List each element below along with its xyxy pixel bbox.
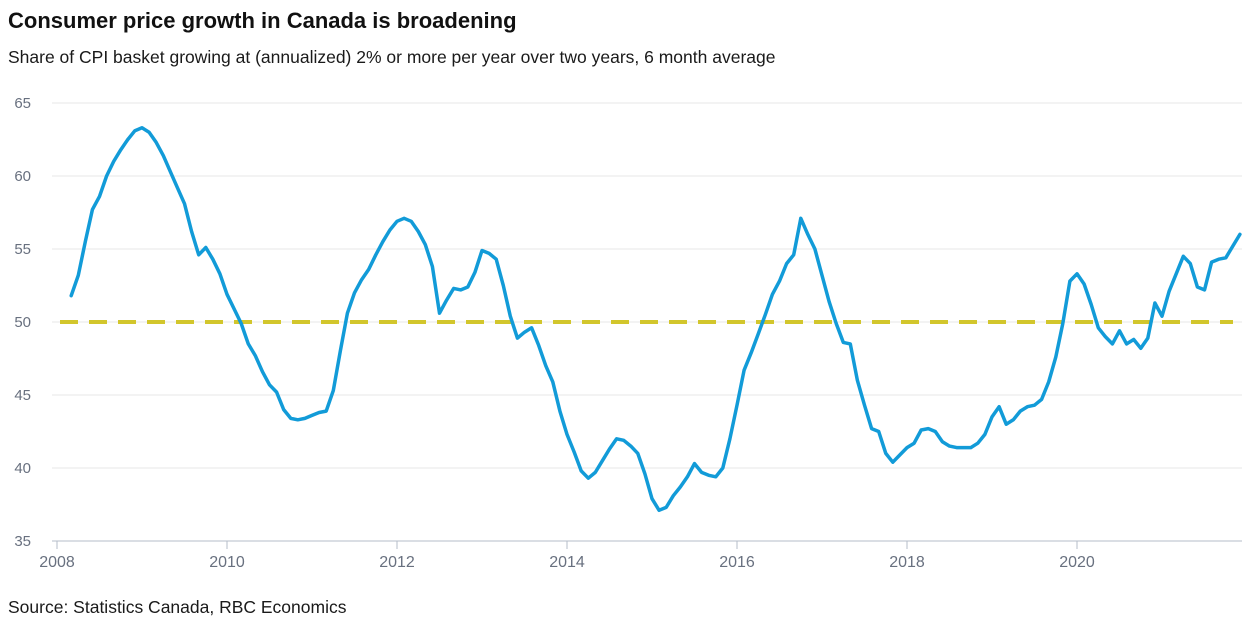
x-tick-label: 2008 <box>39 554 75 571</box>
y-tick-label: 55 <box>14 241 31 258</box>
cpi-share-line <box>69 126 1242 513</box>
y-tick-label: 65 <box>14 95 31 112</box>
x-tick-label: 2012 <box>379 554 415 571</box>
y-tick-label: 45 <box>14 387 31 404</box>
x-tick-label: 2010 <box>209 554 245 571</box>
x-tick-label: 2020 <box>1059 554 1095 571</box>
y-tick-label: 60 <box>14 168 31 185</box>
y-tick-label: 35 <box>14 533 31 550</box>
y-tick-label: 40 <box>14 460 31 477</box>
x-tick-label: 2016 <box>719 554 755 571</box>
y-tick-label: 50 <box>14 314 31 331</box>
x-tick-label: 2014 <box>549 554 585 571</box>
page-title: Consumer price growth in Canada is broad… <box>8 8 517 33</box>
source-note: Source: Statistics Canada, RBC Economics <box>8 597 347 617</box>
x-tick-label: 2018 <box>889 554 925 571</box>
chart-subtitle: Share of CPI basket growing at (annualiz… <box>8 47 776 67</box>
